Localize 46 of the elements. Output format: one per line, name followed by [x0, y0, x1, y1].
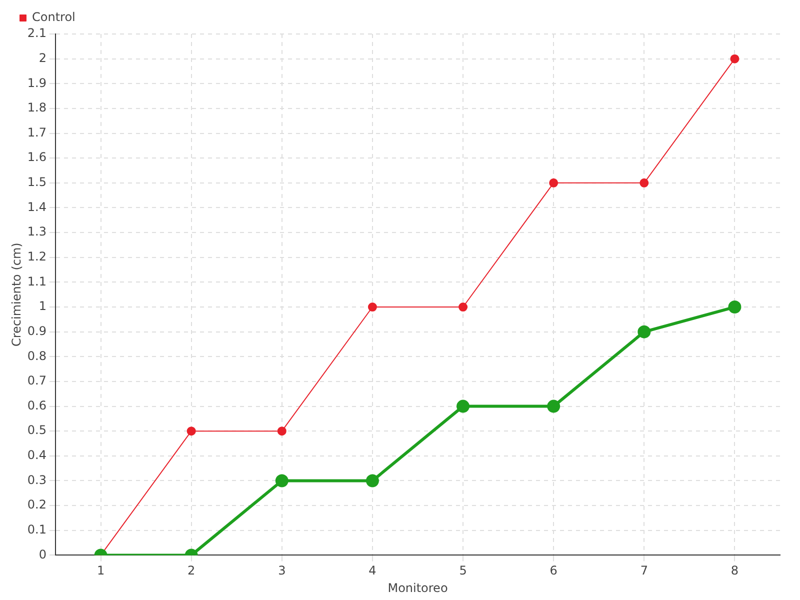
point [366, 474, 379, 488]
x-tick-label: 6 [550, 564, 558, 578]
point [458, 302, 468, 312]
legend-label: Control [32, 10, 76, 24]
point [549, 178, 558, 188]
y-tick-label: 0.7 [27, 374, 46, 388]
y-tick-label: 1.7 [27, 125, 46, 140]
point [728, 300, 742, 314]
point [547, 400, 560, 413]
point [638, 325, 651, 338]
y-tick-label: 1.9 [27, 76, 46, 90]
x-axis-title: Monitoreo [388, 580, 448, 595]
y-tick-label: 0.5 [27, 423, 46, 438]
x-tick-label: 2 [188, 564, 196, 578]
y-tick-label: 1.3 [27, 224, 46, 239]
point [456, 400, 470, 413]
y-tick-label: 2.1 [27, 26, 46, 40]
x-tick-label: 4 [368, 564, 376, 578]
y-tick-label: 0.9 [27, 324, 46, 338]
y-tick-label: 1.1 [27, 274, 46, 288]
y-tick-label: 1.8 [27, 100, 46, 115]
y-tick-label: 1.6 [27, 150, 46, 164]
y-tick-label: 0.4 [27, 448, 46, 462]
y-tick-label: 0.8 [27, 348, 46, 363]
point [186, 426, 196, 436]
y-tick-label: 1 [38, 299, 46, 314]
x-tick-label: 1 [96, 564, 105, 578]
y-tick-label: 1.4 [27, 200, 46, 214]
y-tick-label: 0 [38, 547, 46, 562]
x-tick-label: 8 [730, 564, 739, 578]
y-axis-title: Crecimiento (cm) [9, 242, 24, 347]
y-tick-label: 0.3 [27, 472, 46, 487]
x-tick-label: 5 [459, 564, 467, 578]
point [275, 474, 288, 488]
x-tick-label: 3 [278, 564, 286, 578]
point [730, 54, 740, 64]
y-tick-label: 0.2 [27, 498, 46, 512]
y-tick-label: 0.6 [27, 398, 46, 412]
x-tick-label: 7 [640, 564, 648, 578]
y-tick-label: 2 [38, 50, 46, 65]
y-tick-label: 1.5 [27, 175, 46, 190]
y-tick-label: 1.2 [27, 249, 46, 264]
y-tick-label: 0.1 [27, 522, 46, 537]
point [277, 426, 286, 436]
point [368, 302, 377, 312]
point [640, 178, 649, 188]
